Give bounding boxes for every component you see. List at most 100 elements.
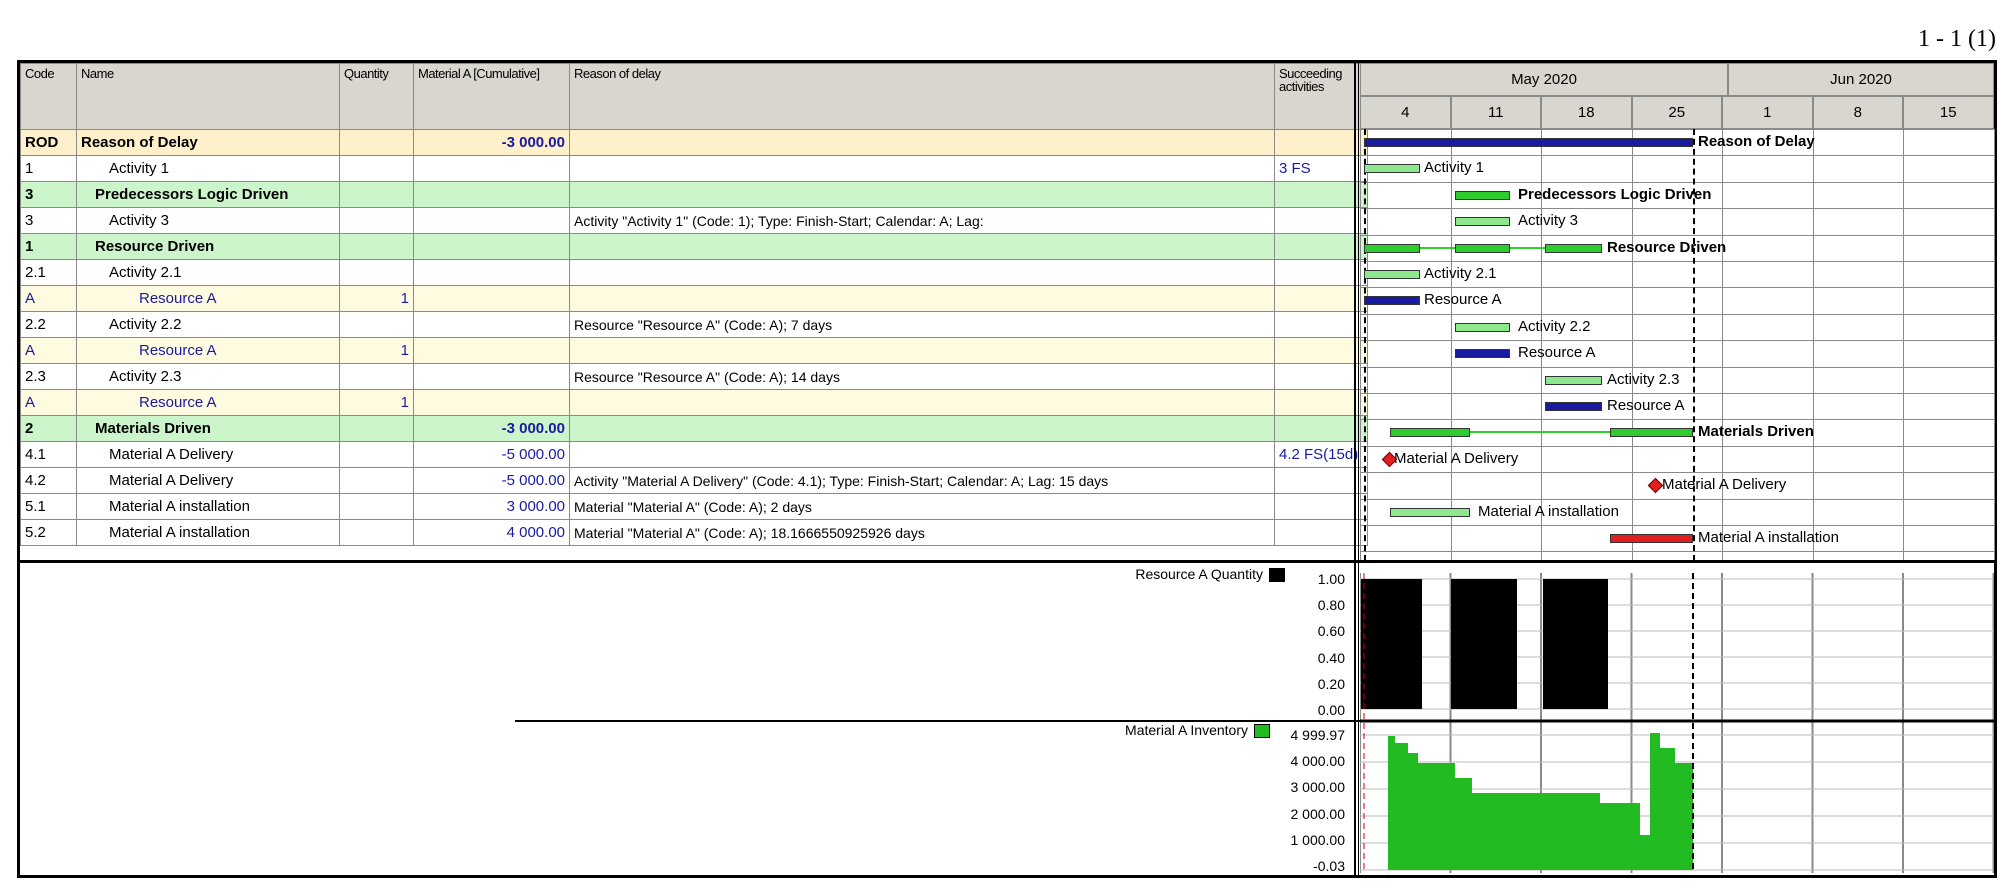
quantity-cell <box>339 129 414 156</box>
material-cell <box>413 155 570 182</box>
table-row[interactable]: 5.1 Material A installation 3 000.00 Materi… <box>20 493 1368 520</box>
reason-cell: Resource "Resource A" (Code: A); 7 days <box>569 311 1275 338</box>
inventory-area <box>1388 733 1693 870</box>
code-cell: 3 <box>20 207 77 234</box>
table-row[interactable]: 3 Activity 3 Activity "Activity 1" (Code: … <box>20 207 1368 234</box>
table-row[interactable]: 5.2 Material A installation 4 000.00 Materi… <box>20 519 1368 546</box>
gantt-bar[interactable] <box>1610 428 1693 438</box>
summary-connector <box>1420 141 1545 143</box>
code-cell: 2.1 <box>20 259 77 286</box>
col-header-reason[interactable]: Reason of delay <box>569 63 1275 130</box>
material-cell <box>413 233 570 260</box>
gantt-label: Material A Delivery <box>1394 449 1519 467</box>
gantt-bar[interactable] <box>1455 349 1510 359</box>
gantt-label: Activity 2.3 <box>1607 370 1680 388</box>
reason-cell: Activity "Activity 1" (Code: 1); Type: F… <box>569 207 1275 234</box>
gantt-bar[interactable] <box>1545 402 1602 411</box>
page-number: 1 - 1 (1) <box>1918 26 1996 52</box>
successors-cell <box>1274 493 1368 520</box>
gantt-bar[interactable] <box>1610 534 1693 543</box>
gantt-bar[interactable] <box>1364 296 1420 306</box>
col-header-code[interactable]: Code <box>20 63 77 130</box>
grid-line <box>1360 445 1994 447</box>
code-cell: ROD <box>20 129 77 156</box>
table-row[interactable]: 1 Resource Driven <box>20 233 1368 260</box>
gantt-bar[interactable] <box>1545 243 1602 253</box>
gantt-label: Resource A <box>1424 291 1502 309</box>
grid-line <box>1360 498 1994 500</box>
table-row[interactable]: 3 Predecessors Logic Driven <box>20 181 1368 208</box>
summary-connector <box>1510 246 1545 249</box>
gantt-bar[interactable] <box>1543 138 1693 147</box>
reason-cell <box>569 337 1275 364</box>
gantt-label: Materials Driven <box>1698 423 1814 441</box>
table-row[interactable]: 2.3 Activity 2.3 Resource "Resource A" (Co… <box>20 363 1368 390</box>
table-row[interactable]: 4.2 Material A Delivery -5 000.00 Activity … <box>20 467 1368 494</box>
gantt-bar[interactable] <box>1455 217 1510 227</box>
table-row[interactable]: 2.1 Activity 2.1 <box>20 259 1368 286</box>
table-row[interactable]: 2.2 Activity 2.2 Resource "Resource A" (Co… <box>20 311 1368 338</box>
gantt-bar[interactable] <box>1364 243 1420 253</box>
grid-line <box>1360 340 1994 342</box>
gantt-label: Material A installation <box>1478 502 1619 520</box>
grid-line <box>1360 525 1994 526</box>
histogram1-legend: Resource A Quantity <box>1000 566 1285 583</box>
successors-cell <box>1274 467 1368 494</box>
table-row[interactable]: 2 Materials Driven -3 000.00 <box>20 415 1368 442</box>
code-cell: 5.2 <box>20 519 77 546</box>
gantt-bar[interactable] <box>1364 270 1420 279</box>
gantt-divider[interactable] <box>1354 60 1359 878</box>
week-header: 1 <box>1722 96 1813 129</box>
axis-tick-label: 0.00 <box>1317 702 1345 718</box>
material-cell <box>413 207 570 234</box>
grid-line <box>1360 129 1994 130</box>
histogram-divider <box>515 720 1360 722</box>
gantt-bar[interactable] <box>1545 375 1602 385</box>
gantt-bar[interactable] <box>1455 243 1510 253</box>
reason-cell <box>569 259 1275 286</box>
quantity-cell <box>339 467 414 494</box>
milestone-diamond[interactable] <box>1647 477 1664 494</box>
reason-cell <box>569 415 1275 442</box>
table-row[interactable]: 4.1 Material A Delivery -5 000.00 4.2 FS(15… <box>20 441 1368 468</box>
resource-block <box>1451 579 1517 709</box>
axis-tick-label: 1 000.00 <box>1290 831 1346 848</box>
gantt-label: Activity 1 <box>1424 159 1485 177</box>
col-header-name[interactable]: Name <box>76 63 340 130</box>
month-header: May 2020 <box>1360 63 1728 96</box>
name-cell: Material A installation <box>76 493 340 520</box>
gantt-bar[interactable] <box>1455 190 1510 200</box>
gantt-bar[interactable] <box>1364 164 1420 174</box>
week-header: 15 <box>1903 96 1994 129</box>
table-row[interactable]: ROD Reason of Delay -3 000.00 <box>20 129 1368 156</box>
quantity-cell <box>339 207 414 234</box>
grid-line <box>1360 287 1994 289</box>
axis-tick-label: -0.03 <box>1313 858 1345 874</box>
gantt-bar[interactable] <box>1390 507 1470 517</box>
successors-cell <box>1274 311 1368 338</box>
gantt-bar[interactable] <box>1455 322 1510 332</box>
successors-cell <box>1274 181 1368 208</box>
successors-cell <box>1274 285 1368 312</box>
axis-tick-label: 4 000.00 <box>1290 753 1346 770</box>
gantt-label: Activity 3 <box>1518 212 1579 230</box>
quantity-cell: 1 <box>339 337 414 364</box>
quantity-cell <box>339 441 414 468</box>
material-cell: -5 000.00 <box>413 441 570 468</box>
col-header-quantity[interactable]: Quantity <box>339 63 414 130</box>
material-cell: 4 000.00 <box>413 519 570 546</box>
axis-tick-label: 3 000.00 <box>1290 779 1346 796</box>
gantt-bar[interactable] <box>1390 428 1470 438</box>
quantity-cell <box>339 363 414 390</box>
col-header-material[interactable]: Material A [Cumulative] <box>413 63 570 130</box>
quantity-cell <box>339 233 414 260</box>
successors-cell <box>1274 259 1368 286</box>
successors-cell: 4.2 FS(15d) <box>1274 441 1368 468</box>
quantity-cell <box>339 519 414 546</box>
quantity-cell <box>339 493 414 520</box>
grid-line <box>1360 208 1994 210</box>
